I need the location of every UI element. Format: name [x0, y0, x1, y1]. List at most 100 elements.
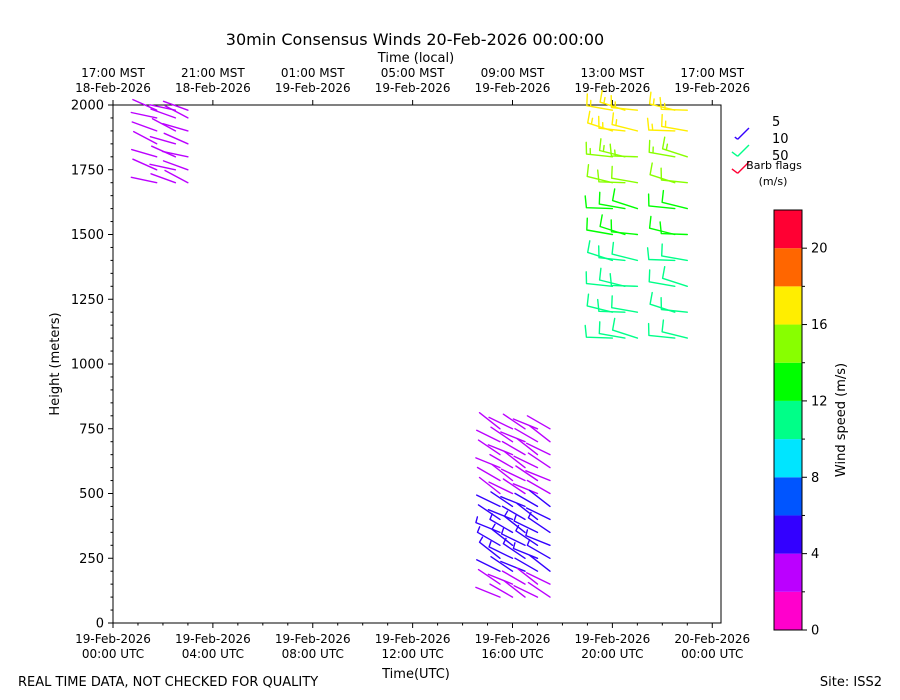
- wind-barb: [598, 321, 626, 339]
- wind-barb: [501, 570, 526, 585]
- wind-barb: [130, 176, 158, 184]
- wind-barb: [598, 191, 626, 210]
- wind-barb: [477, 504, 501, 521]
- wind-barb: [503, 580, 526, 598]
- wind-barb: [149, 163, 177, 171]
- wind-barb: [476, 466, 501, 482]
- wind-barb: [661, 319, 688, 339]
- top-tick-date: 19-Feb-2026: [475, 81, 551, 95]
- wind-barb: [513, 585, 539, 598]
- wind-barb: [597, 169, 626, 184]
- x-tick-time: 04:00 UTC: [182, 647, 244, 661]
- wind-barb: [610, 95, 639, 111]
- wind-barb: [611, 295, 639, 313]
- wind-barb: [500, 560, 526, 572]
- wind-barb: [491, 463, 514, 482]
- wind-barb: [647, 193, 676, 210]
- wind-barb: [487, 444, 514, 456]
- wind-barb: [512, 483, 539, 495]
- wind-barb: [132, 158, 158, 171]
- x-axis-label: Time(UTC): [381, 667, 450, 682]
- top-tick-time: 17:00 MST: [81, 66, 145, 80]
- legend-label: 10: [772, 132, 789, 147]
- wind-barb: [525, 529, 551, 546]
- wind-barb: [500, 496, 526, 508]
- wind-barb: [527, 581, 551, 598]
- wind-barb: [609, 273, 639, 287]
- colorbar-segment: [774, 477, 802, 516]
- wind-barb: [514, 428, 539, 443]
- wind-barb: [514, 557, 539, 572]
- wind-barb: [515, 524, 539, 546]
- wind-barb: [516, 437, 539, 456]
- legend-barb: [734, 127, 750, 140]
- wind-barb: [149, 136, 177, 145]
- x-tick-time: 00:00 UTC: [82, 647, 144, 661]
- wind-barb: [502, 413, 526, 430]
- wind-barb: [661, 113, 688, 132]
- colorbar-segment: [774, 210, 802, 249]
- wind-barb: [586, 93, 614, 111]
- wind-barb: [527, 452, 551, 469]
- wind-barb: [150, 173, 177, 184]
- wind-barb: [598, 115, 626, 132]
- wind-barb: [490, 426, 514, 443]
- wind-barb: [516, 502, 539, 521]
- wind-barb: [525, 507, 551, 521]
- wind-barb: [151, 118, 177, 132]
- wind-barb: [527, 511, 551, 534]
- wind-barb: [525, 442, 551, 456]
- wind-barbs: [130, 89, 688, 598]
- wind-barb: [648, 269, 676, 287]
- barb-legend: 5 10 50 Barb flags (m/s): [731, 115, 802, 188]
- wind-barb: [489, 583, 514, 598]
- top-tick-time: 17:00 MST: [680, 66, 744, 80]
- x-tick-time: 12:00 UTC: [382, 647, 444, 661]
- wind-barb: [528, 489, 551, 508]
- wind-barb: [489, 513, 514, 534]
- colorbar-tick-label: 4: [811, 547, 819, 562]
- x-tick-time: 00:00 UTC: [681, 647, 743, 661]
- wind-barb: [611, 188, 639, 210]
- wind-barb: [131, 121, 158, 132]
- wind-barb: [526, 539, 551, 559]
- colorbar-segment: [774, 400, 802, 440]
- y-tick-label: 1000: [71, 358, 104, 373]
- wind-barb: [648, 139, 676, 158]
- wind-barb: [512, 542, 539, 559]
- wind-barb: [476, 559, 501, 572]
- wind-barb: [489, 453, 514, 469]
- wind-barb: [501, 505, 526, 521]
- colorbar-segment: [774, 248, 802, 287]
- wind-barb: [476, 494, 501, 508]
- wind-barb: [491, 523, 514, 546]
- colorbar-segment: [774, 515, 802, 554]
- top-tick-date: 18-Feb-2026: [175, 81, 251, 95]
- legend-caption-units: (m/s): [759, 175, 788, 188]
- colorbar-segment: [774, 439, 802, 478]
- wind-barb: [503, 510, 526, 534]
- wind-barb: [659, 221, 688, 236]
- legend-label: 5: [772, 115, 780, 130]
- wind-barb: [501, 440, 526, 456]
- wind-barb: [660, 167, 688, 184]
- wind-barb: [526, 415, 551, 430]
- legend-caption-title: Barb flags: [746, 159, 802, 172]
- wind-barb: [477, 439, 501, 456]
- wind-barb: [585, 141, 614, 158]
- wind-barb: [525, 572, 551, 585]
- wind-barb: [164, 105, 189, 119]
- top-tick-time: 13:00 MST: [581, 66, 645, 80]
- wind-barb: [163, 132, 189, 145]
- x-tick-time: 08:00 UTC: [282, 647, 344, 661]
- wind-barb: [131, 148, 158, 158]
- wind-barb: [525, 470, 551, 482]
- y-tick-label: 500: [79, 487, 104, 502]
- wind-barb: [646, 247, 676, 262]
- wind-barb: [611, 165, 639, 184]
- plot-area: [112, 104, 722, 624]
- wind-barb: [597, 298, 626, 313]
- wind-barb: [647, 322, 676, 339]
- wind-barb: [661, 136, 688, 158]
